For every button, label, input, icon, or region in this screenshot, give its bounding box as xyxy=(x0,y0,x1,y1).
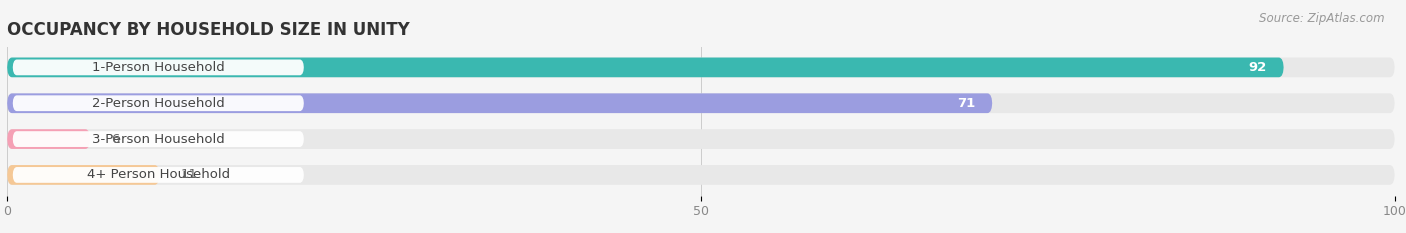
FancyBboxPatch shape xyxy=(7,93,993,113)
Text: 11: 11 xyxy=(180,168,197,182)
Text: 1-Person Household: 1-Person Household xyxy=(91,61,225,74)
FancyBboxPatch shape xyxy=(7,58,1395,77)
Text: 92: 92 xyxy=(1249,61,1267,74)
Text: Source: ZipAtlas.com: Source: ZipAtlas.com xyxy=(1260,12,1385,25)
Text: 71: 71 xyxy=(957,97,976,110)
FancyBboxPatch shape xyxy=(7,93,1395,113)
FancyBboxPatch shape xyxy=(7,129,1395,149)
Text: 4+ Person Household: 4+ Person Household xyxy=(87,168,229,182)
FancyBboxPatch shape xyxy=(7,165,160,185)
FancyBboxPatch shape xyxy=(13,59,304,75)
Text: 2-Person Household: 2-Person Household xyxy=(91,97,225,110)
Text: 3-Person Household: 3-Person Household xyxy=(91,133,225,146)
FancyBboxPatch shape xyxy=(7,58,1284,77)
FancyBboxPatch shape xyxy=(7,129,90,149)
Text: OCCUPANCY BY HOUSEHOLD SIZE IN UNITY: OCCUPANCY BY HOUSEHOLD SIZE IN UNITY xyxy=(7,21,409,39)
FancyBboxPatch shape xyxy=(7,165,1395,185)
FancyBboxPatch shape xyxy=(13,131,304,147)
FancyBboxPatch shape xyxy=(13,167,304,183)
FancyBboxPatch shape xyxy=(13,95,304,111)
Text: 6: 6 xyxy=(111,133,120,146)
